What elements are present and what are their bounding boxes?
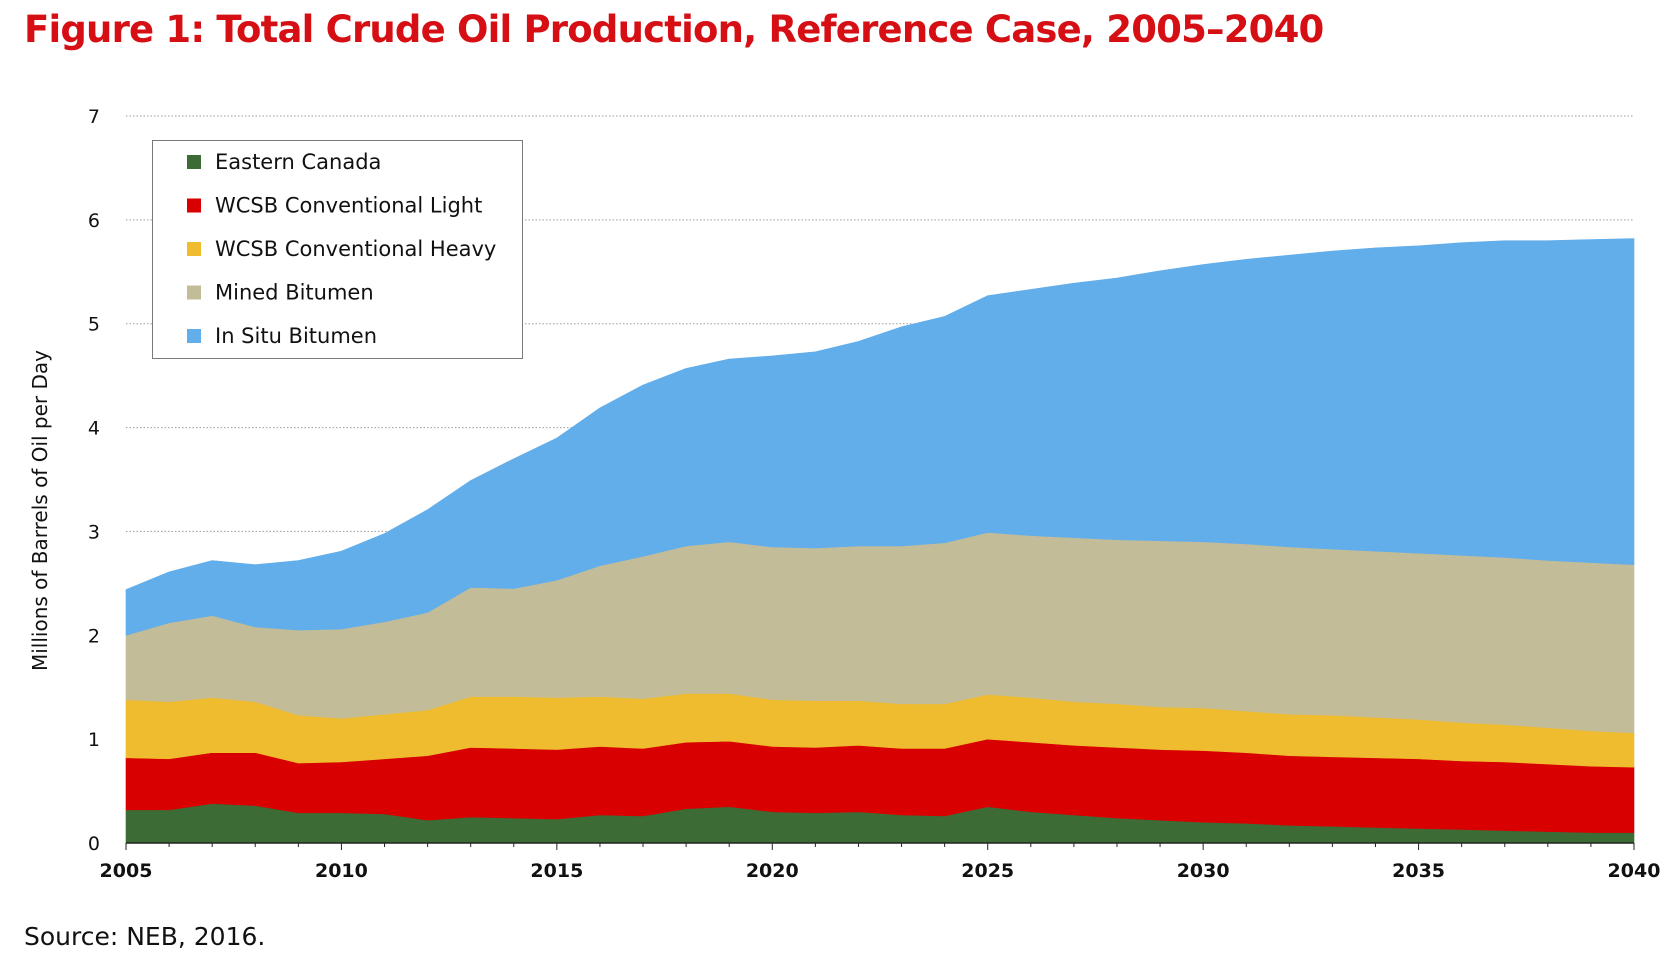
y-tick-label-2: 2 bbox=[88, 625, 100, 647]
legend-label-in-situ-bitumen: In Situ Bitumen bbox=[215, 324, 377, 348]
x-tick-label-2015: 2015 bbox=[530, 860, 583, 882]
area-series-group bbox=[125, 238, 1635, 844]
area-series-in-situ-bitumen bbox=[125, 238, 1635, 636]
y-tick-label-0: 0 bbox=[88, 833, 100, 855]
x-tick-label-2005: 2005 bbox=[100, 860, 153, 882]
legend-label-mined-bitumen: Mined Bitumen bbox=[215, 281, 374, 305]
y-axis-title: Millions of Barrels of Oil per Day bbox=[28, 350, 52, 671]
x-tick-label-2040: 2040 bbox=[1608, 860, 1661, 882]
legend-swatch-eastern-canada bbox=[187, 155, 201, 169]
y-tick-label-5: 5 bbox=[88, 314, 100, 336]
legend-label-wcsb-conventional-heavy: WCSB Conventional Heavy bbox=[215, 237, 496, 261]
legend-swatch-in-situ-bitumen bbox=[187, 329, 201, 343]
x-tick-label-2025: 2025 bbox=[961, 860, 1014, 882]
axes: 2005 2010 2015 2020 2025 2030 2035 2040 0 1 2 3 4 5 6 7… bbox=[28, 106, 1660, 882]
legend-label-wcsb-conventional-light: WCSB Conventional Light bbox=[215, 194, 482, 218]
x-tick-label-2035: 2035 bbox=[1392, 860, 1445, 882]
y-tick-label-1: 1 bbox=[88, 729, 100, 751]
legend: Eastern Canada WCSB Conventional Light WCS… bbox=[152, 140, 523, 359]
y-tick-label-4: 4 bbox=[88, 418, 100, 440]
x-tick-label-2020: 2020 bbox=[746, 860, 799, 882]
source-note: Source: NEB, 2016. bbox=[24, 922, 266, 951]
y-tick-label-7: 7 bbox=[88, 106, 100, 128]
x-tick-label-2030: 2030 bbox=[1177, 860, 1230, 882]
legend-label-eastern-canada: Eastern Canada bbox=[215, 150, 381, 174]
y-tick-label-3: 3 bbox=[88, 521, 100, 543]
legend-swatch-wcsb-conventional-heavy bbox=[187, 242, 201, 256]
y-tick-label-6: 6 bbox=[88, 210, 100, 232]
chart-title: Figure 1: Total Crude Oil Production, Re… bbox=[24, 8, 1324, 51]
legend-swatch-wcsb-conventional-light bbox=[187, 198, 201, 213]
legend-box bbox=[152, 140, 523, 359]
x-tick-label-2010: 2010 bbox=[315, 860, 368, 882]
legend-swatch-mined-bitumen bbox=[187, 285, 201, 300]
